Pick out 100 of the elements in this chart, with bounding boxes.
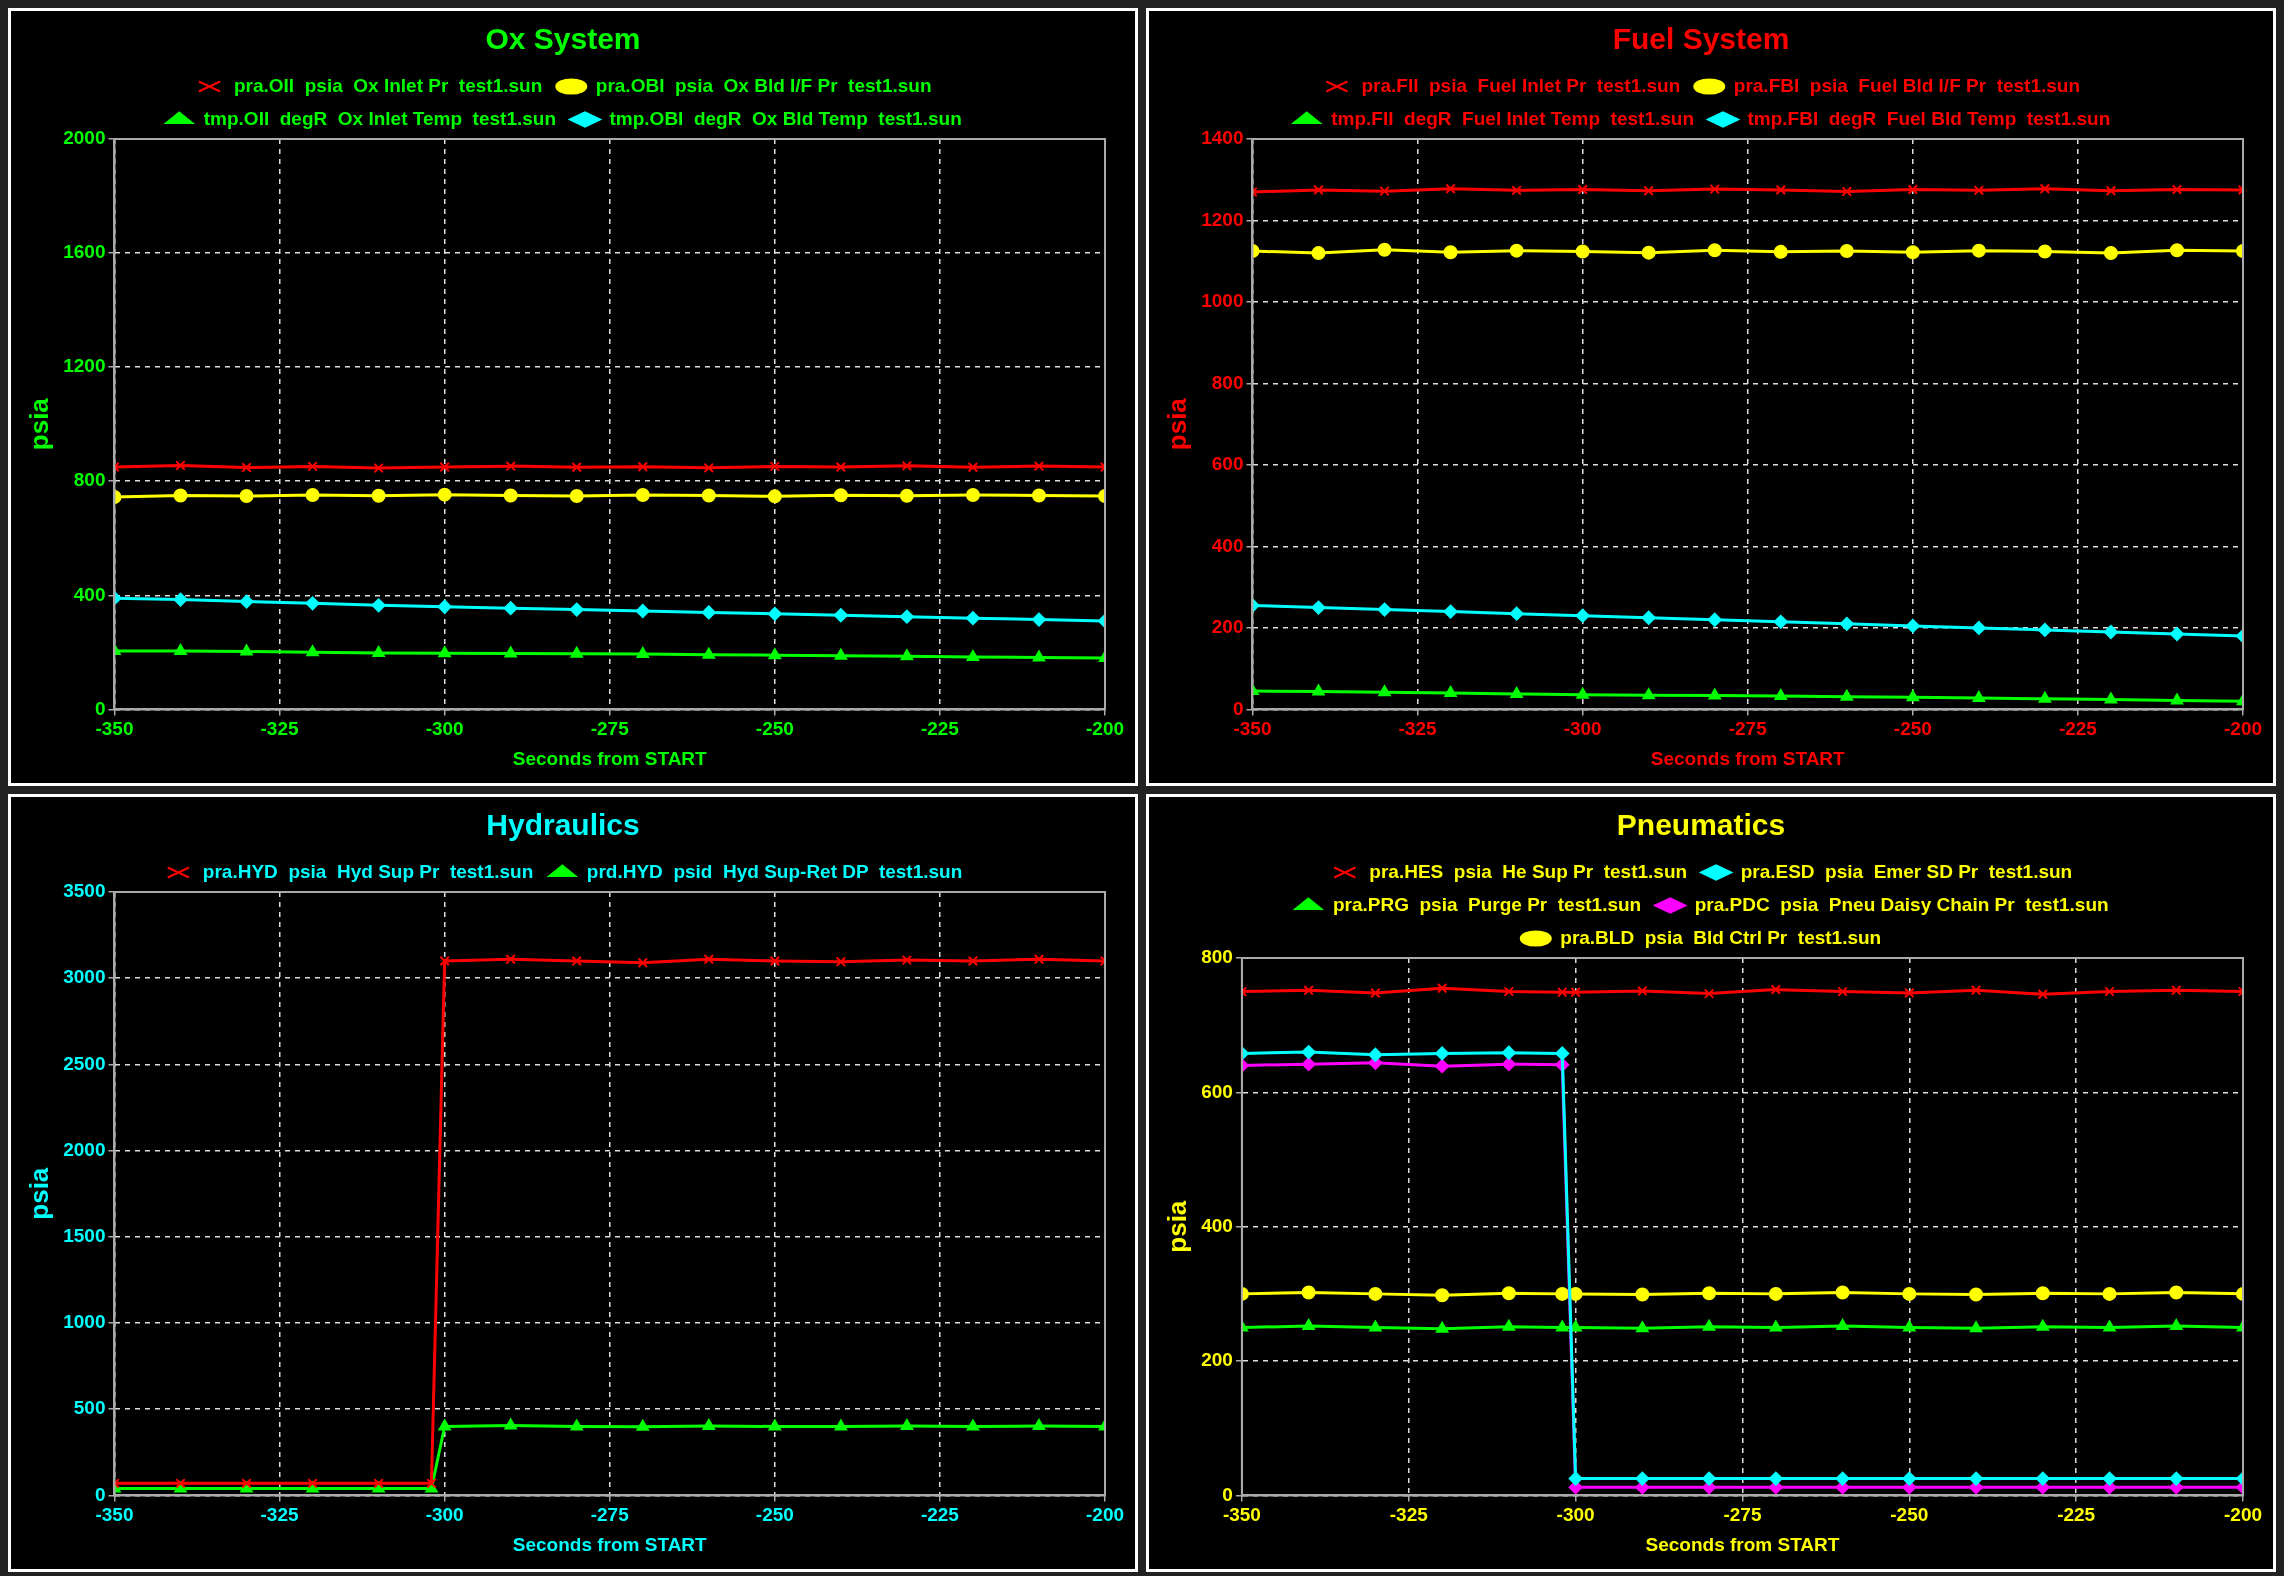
point bbox=[1576, 687, 1589, 699]
point bbox=[1839, 616, 1854, 631]
y-tick-label: 600 bbox=[1201, 1080, 1233, 1102]
point bbox=[505, 460, 516, 472]
x-axis-title: Seconds from START bbox=[512, 747, 708, 769]
point bbox=[439, 955, 450, 967]
x-tick-label: -250 bbox=[755, 718, 794, 740]
point bbox=[1031, 488, 1046, 503]
y-tick-label: 600 bbox=[1211, 453, 1244, 475]
point bbox=[2104, 692, 2118, 704]
point bbox=[899, 488, 914, 503]
point bbox=[1368, 1286, 1383, 1301]
point bbox=[1501, 1286, 1516, 1301]
point bbox=[636, 1419, 649, 1431]
point bbox=[569, 489, 584, 504]
point bbox=[2169, 627, 2184, 642]
point bbox=[1511, 185, 1522, 196]
point bbox=[1637, 985, 1648, 997]
point bbox=[1369, 1320, 1382, 1332]
point bbox=[570, 646, 583, 658]
chart-title: Fuel System bbox=[1612, 22, 1790, 56]
x-tick-label: -225 bbox=[2058, 718, 2098, 740]
point bbox=[1378, 685, 1391, 697]
legend-label: pra.OII psia Ox Inlet Pr test1.sun bbox=[233, 74, 543, 96]
point bbox=[2102, 1286, 2117, 1301]
point bbox=[2035, 1286, 2050, 1301]
y-tick-label: 3000 bbox=[63, 966, 106, 988]
point bbox=[1436, 982, 1448, 994]
legend-label: tmp.OBI degR Ox Bld Temp test1.sun bbox=[609, 107, 962, 129]
point bbox=[1301, 1057, 1316, 1072]
point bbox=[1443, 604, 1458, 619]
point bbox=[1435, 1046, 1450, 1061]
point bbox=[769, 461, 781, 472]
y-tick-label: 200 bbox=[1201, 1349, 1233, 1371]
point bbox=[1555, 1046, 1570, 1061]
point bbox=[1709, 183, 1720, 195]
legend-label: pra.HYD psia Hyd Sup Pr test1.sun bbox=[202, 860, 534, 882]
x-tick-label: -225 bbox=[2057, 1504, 2096, 1526]
point bbox=[1702, 1286, 1717, 1301]
point bbox=[1379, 185, 1390, 197]
point bbox=[372, 645, 385, 657]
point bbox=[371, 598, 386, 613]
point bbox=[1311, 600, 1326, 615]
point bbox=[571, 462, 582, 473]
point bbox=[833, 488, 848, 503]
point bbox=[703, 462, 715, 474]
point bbox=[1032, 1419, 1046, 1431]
x-tick-label: -350 bbox=[95, 1504, 134, 1526]
y-axis-title: psia bbox=[23, 397, 54, 451]
point bbox=[1643, 185, 1654, 196]
point bbox=[307, 461, 318, 472]
point bbox=[2102, 1471, 2117, 1486]
point bbox=[835, 956, 847, 968]
x-axis-title: Seconds from START bbox=[1650, 747, 1846, 769]
x-tick-label: -300 bbox=[1563, 718, 1602, 740]
point bbox=[2103, 624, 2118, 639]
point bbox=[1641, 245, 1656, 260]
y-tick-label: 1400 bbox=[1201, 127, 1244, 149]
point bbox=[901, 460, 913, 472]
point bbox=[1907, 184, 1919, 195]
point bbox=[768, 1419, 782, 1431]
y-tick-label: 0 bbox=[1232, 697, 1244, 719]
point bbox=[1503, 986, 1515, 997]
point bbox=[307, 1478, 318, 1489]
point bbox=[1435, 1321, 1449, 1333]
point bbox=[1906, 690, 1920, 702]
legend-label: pra.BLD psia Bld Ctrl Pr test1.sun bbox=[1560, 926, 1882, 948]
point bbox=[1835, 1471, 1850, 1486]
point bbox=[1773, 614, 1788, 629]
point bbox=[834, 1419, 848, 1431]
point bbox=[173, 592, 188, 607]
y-tick-label: 800 bbox=[1201, 946, 1233, 968]
point bbox=[1972, 690, 1986, 702]
point bbox=[175, 460, 186, 471]
point bbox=[1445, 183, 1456, 194]
point bbox=[1973, 185, 1985, 196]
legend-label: prd.HYD psid Hyd Sup-Ret DP test1.sun bbox=[586, 860, 963, 882]
point bbox=[1303, 985, 1314, 996]
point bbox=[438, 646, 451, 658]
point bbox=[1033, 460, 1045, 472]
point bbox=[768, 648, 782, 660]
point bbox=[2104, 986, 2115, 997]
point bbox=[1311, 246, 1326, 261]
point bbox=[1313, 184, 1324, 196]
y-tick-label: 1600 bbox=[63, 241, 106, 263]
point bbox=[1775, 184, 1786, 196]
point bbox=[1835, 1285, 1850, 1300]
legend-label: tmp.FII degR Fuel Inlet Temp test1.sun bbox=[1331, 107, 1695, 129]
point bbox=[1840, 689, 1853, 701]
point bbox=[1502, 1319, 1516, 1331]
y-tick-label: 1200 bbox=[1201, 208, 1244, 230]
legend-label: pra.FBI psia Fuel Bld I/F Pr test1.sun bbox=[1733, 74, 2081, 96]
point bbox=[1642, 688, 1655, 700]
point bbox=[1702, 1319, 1716, 1331]
y-tick-label: 1200 bbox=[63, 355, 106, 377]
point bbox=[240, 644, 253, 656]
point bbox=[373, 462, 384, 474]
point bbox=[1770, 984, 1782, 995]
point bbox=[1970, 985, 1982, 996]
point bbox=[570, 1419, 583, 1431]
